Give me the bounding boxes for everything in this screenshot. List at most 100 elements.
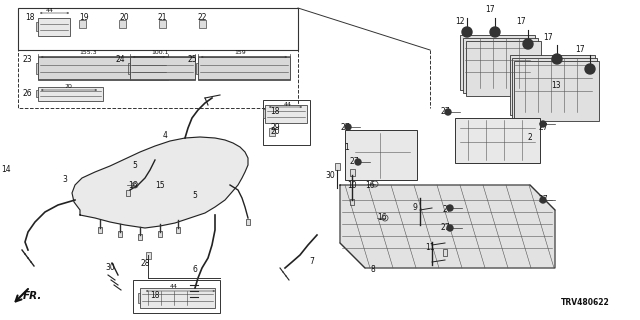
Bar [130,58,195,80]
Bar [335,163,340,170]
Text: 17: 17 [516,18,526,27]
Text: 44: 44 [46,9,54,13]
Circle shape [552,54,562,64]
Bar [466,41,541,96]
Text: 70: 70 [64,84,72,90]
Bar [510,55,595,115]
Text: 13: 13 [551,81,561,90]
Bar [79,20,86,28]
Text: 159: 159 [234,51,246,55]
Text: 27: 27 [340,124,350,132]
Text: 3: 3 [63,175,67,185]
Text: 8: 8 [371,266,376,275]
Circle shape [540,197,546,203]
Text: 26: 26 [22,89,32,98]
Bar [119,20,126,28]
Bar [38,18,70,36]
Text: 1: 1 [344,143,349,153]
Bar [246,219,250,225]
Text: 12: 12 [455,18,465,27]
Text: 27: 27 [349,157,359,166]
Bar [198,57,290,79]
Circle shape [447,205,453,211]
Circle shape [540,121,546,127]
Text: 44: 44 [170,284,178,290]
Text: 155.3: 155.3 [79,51,97,55]
Bar [199,20,206,28]
Text: 27: 27 [538,196,548,204]
Text: 24: 24 [115,55,125,65]
Bar [98,227,102,233]
Text: 15: 15 [155,180,165,189]
Text: 44: 44 [284,101,292,107]
Text: 6: 6 [193,266,197,275]
Text: 17: 17 [485,5,495,14]
Text: 25: 25 [187,55,197,65]
Bar [38,87,103,101]
Bar [198,58,290,80]
Circle shape [462,27,472,37]
Bar [443,249,447,256]
Text: 22: 22 [197,13,207,22]
Bar [159,20,166,28]
Text: 27: 27 [538,124,548,132]
Text: 20: 20 [270,127,280,137]
Circle shape [355,159,361,165]
Text: 21: 21 [157,13,167,22]
Bar [126,190,130,196]
Text: 27: 27 [440,108,450,116]
Text: 10: 10 [347,180,357,189]
Text: TRV480622: TRV480622 [561,298,610,307]
Text: 18: 18 [270,108,280,116]
Bar [350,199,354,205]
Bar [463,38,538,93]
Bar [36,90,38,97]
Circle shape [490,27,500,37]
Text: 11: 11 [425,244,435,252]
Bar [38,58,168,80]
Bar [36,22,38,31]
Text: 16: 16 [128,180,138,189]
Bar [265,105,307,123]
Polygon shape [72,137,248,228]
Bar [118,231,122,237]
Text: 9: 9 [413,204,417,212]
Polygon shape [340,185,555,268]
Text: 5: 5 [193,190,197,199]
Bar [269,128,275,136]
Text: 17: 17 [575,45,585,54]
Bar [196,63,198,74]
Bar [130,57,195,79]
Text: 30: 30 [325,171,335,180]
Bar [514,61,599,121]
Bar [128,63,130,74]
Bar [455,118,540,163]
Text: 23: 23 [22,55,32,65]
Bar [158,231,162,237]
Bar [38,57,168,79]
Text: 5: 5 [132,161,138,170]
Text: 7: 7 [310,258,314,267]
Bar [460,35,535,90]
Text: 19: 19 [79,13,89,22]
Text: 18: 18 [25,13,35,22]
Bar [176,227,180,233]
Bar [263,109,265,118]
Text: 30: 30 [105,262,115,271]
Text: 16: 16 [377,213,387,222]
Text: 29: 29 [270,124,280,132]
Circle shape [345,124,351,130]
Bar [345,130,417,180]
Text: 28: 28 [140,259,150,268]
Bar [138,293,140,303]
Bar [350,169,355,176]
Bar [512,58,597,118]
Text: 16: 16 [365,180,375,189]
Text: FR.: FR. [23,291,42,301]
Text: 27: 27 [440,223,450,233]
Text: 14: 14 [1,165,11,174]
Text: 17: 17 [543,34,553,43]
Bar [36,63,38,74]
Text: 27: 27 [442,205,452,214]
Circle shape [447,225,453,231]
